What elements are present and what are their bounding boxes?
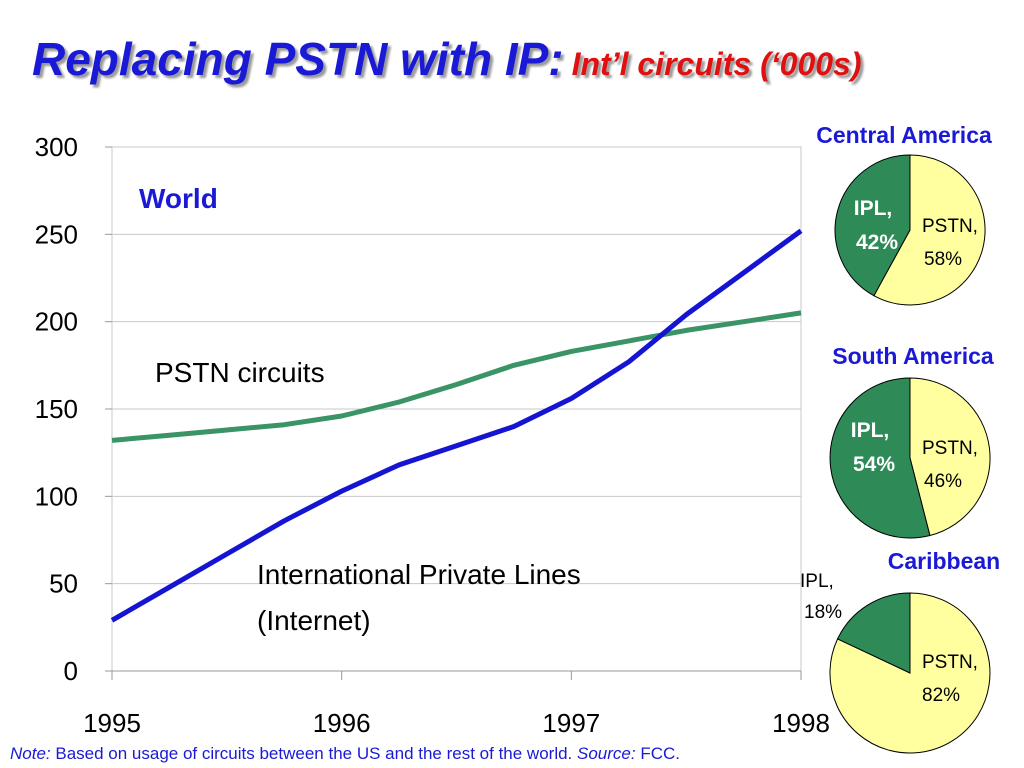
x-tick-label: 1996 [313,708,371,738]
y-tick-label: 300 [35,132,78,162]
x-axis: 1995 1996 1997 1998 [83,670,830,738]
pie-caribbean [829,592,991,754]
note-label: Note: [10,744,51,763]
pie-south-pstn-label: PSTN, [922,438,978,459]
pie-title-central-america: Central America [816,122,992,148]
note-text: Based on usage of circuits between the U… [50,744,578,763]
ipl-series-label: International Private Lines [257,559,581,590]
y-axis: 0 50 100 150 200 250 300 [35,132,112,686]
pstn-series-label: PSTN circuits [155,357,325,388]
pie-central-ipl-pct: 42% [856,231,898,254]
y-tick-label: 250 [35,219,78,249]
pie-south-america [829,377,991,539]
pie-slice-ipl [836,592,911,674]
pie-title-caribbean: Caribbean [888,548,1000,574]
pie-slice-ipl [829,377,931,539]
pie-central-pstn-pct: 58% [924,249,962,270]
x-tick-label: 1995 [83,708,141,738]
source-label: Source: [577,744,636,763]
title-main: Replacing PSTN with IP: [32,33,564,85]
y-tick-label: 100 [35,481,78,511]
pie-central-pstn-label: PSTN, [922,216,978,237]
world-label: World [139,183,218,214]
title-subtitle: Int’l circuits (‘000s) [571,46,862,82]
x-tick-label: 1998 [772,708,830,738]
y-tick-label: 200 [35,307,78,337]
page-title: Replacing PSTN with IP: Int’l circuits (‘… [32,32,861,86]
pie-title-south-america: South America [832,343,994,369]
pie-caribbean-pstn-label: PSTN, [922,652,978,673]
pie-south-ipl-pct: 54% [853,453,895,476]
pie-slice-ipl [834,154,911,297]
pie-caribbean-ipl-label: IPL, [800,571,834,592]
pie-caribbean-pstn-pct: 82% [922,685,960,706]
pie-south-ipl-label: IPL, [851,419,890,442]
line-series [110,228,803,623]
y-tick-label: 50 [49,569,78,599]
pstn-line [111,310,802,443]
pie-central-ipl-label: IPL, [854,197,893,220]
footnote: Note: Based on usage of circuits between… [10,744,680,764]
gridlines [112,146,801,585]
ipl-line [110,228,803,623]
y-tick-label: 0 [64,656,78,686]
pie-caribbean-ipl-pct: 18% [804,602,842,623]
pie-central-america [834,154,986,306]
pie-slice-pstn [873,154,986,306]
source-text: FCC. [635,744,680,763]
pie-south-pstn-pct: 46% [924,471,962,492]
pie-slice-pstn [909,377,991,537]
y-tick-label: 150 [35,394,78,424]
ipl-series-label-sub: (Internet) [257,605,371,636]
x-tick-label: 1997 [542,708,600,738]
